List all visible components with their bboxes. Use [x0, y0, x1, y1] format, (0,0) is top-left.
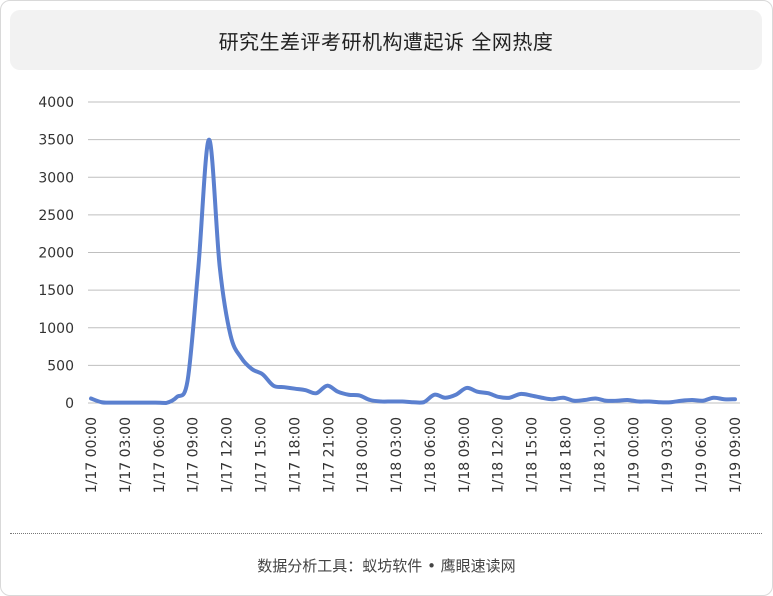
x-axis-ticks: 1/17 00:00 1/17 03:00 1/17 06:00 1/17 09:00… — [84, 417, 744, 493]
x-tick-label: 1/17 09:00 — [186, 417, 202, 493]
x-tick-label: 1/17 21:00 — [321, 417, 337, 493]
y-tick-label: 1000 — [38, 321, 74, 337]
x-tick-label: 1/17 15:00 — [253, 417, 269, 493]
x-tick-label: 1/19 09:00 — [728, 417, 744, 493]
y-axis-ticks: 0 500 1000 1500 2000 2500 3000 3500 4000 — [38, 95, 74, 412]
footer-divider — [10, 533, 762, 534]
x-tick-label: 1/18 00:00 — [355, 417, 371, 493]
x-tick-label: 1/18 03:00 — [389, 417, 405, 493]
x-tick-label: 1/17 12:00 — [220, 417, 236, 493]
x-tick-label: 1/18 09:00 — [457, 417, 473, 493]
title-bar: 研究生差评考研机构遭起诉 全网热度 — [10, 10, 762, 70]
x-tick-label: 1/19 06:00 — [694, 417, 710, 493]
x-tick-label: 1/18 15:00 — [525, 417, 541, 493]
x-tick-label: 1/17 18:00 — [287, 417, 303, 493]
y-tick-label: 4000 — [38, 95, 74, 111]
y-tick-label: 1500 — [38, 283, 74, 299]
x-tick-label: 1/18 06:00 — [423, 417, 439, 493]
x-tick-label: 1/17 00:00 — [84, 417, 100, 493]
footer-text: 数据分析工具：蚁坊软件 • 鹰眼速读网 — [257, 556, 516, 575]
x-tick-label: 1/19 03:00 — [660, 417, 676, 493]
series-group — [89, 137, 737, 405]
grid-lines — [88, 101, 740, 404]
x-tick-label: 1/18 21:00 — [592, 417, 608, 493]
y-tick-label: 3000 — [38, 170, 74, 186]
line-chart: 0 500 1000 1500 2000 2500 3000 3500 4000 1/17 00… — [38, 95, 744, 493]
footer: 数据分析工具：蚁坊软件 • 鹰眼速读网 — [0, 550, 773, 580]
x-tick-label: 1/18 12:00 — [491, 417, 507, 493]
x-tick-label: 1/18 18:00 — [559, 417, 575, 493]
x-tick-label: 1/17 03:00 — [118, 417, 134, 493]
x-tick-label: 1/19 00:00 — [626, 417, 642, 493]
y-tick-label: 0 — [65, 396, 74, 412]
x-tick-label: 1/17 06:00 — [152, 417, 168, 493]
y-tick-label: 500 — [47, 358, 74, 374]
chart-title: 研究生差评考研机构遭起诉 全网热度 — [218, 29, 554, 54]
y-tick-label: 2500 — [38, 208, 74, 224]
y-tick-label: 2000 — [38, 246, 74, 262]
series-line — [89, 137, 737, 405]
y-tick-label: 3500 — [38, 133, 74, 149]
